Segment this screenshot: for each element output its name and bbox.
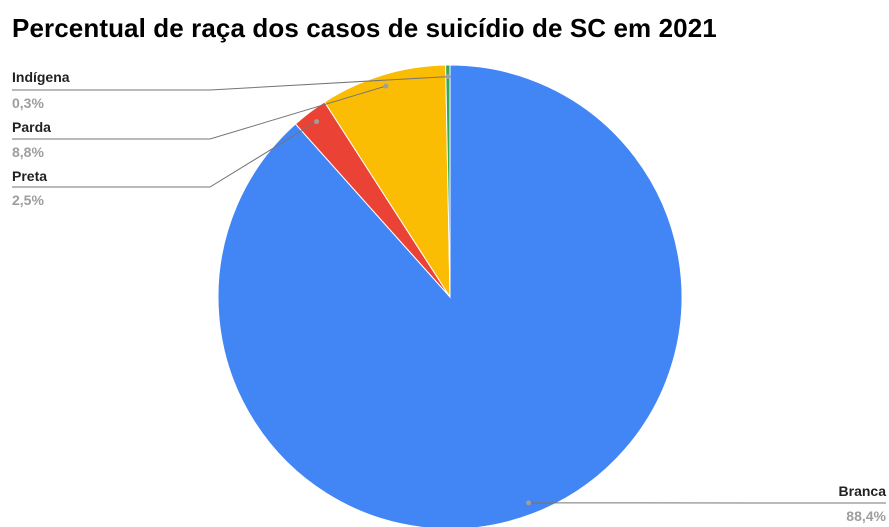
leader-dot-preta bbox=[314, 119, 320, 125]
leader-line-indigena bbox=[12, 76, 448, 91]
leader-dot-parda bbox=[383, 83, 389, 89]
slice-label-indigena: Indígena bbox=[12, 69, 70, 85]
leader-dot-branca bbox=[526, 500, 532, 506]
leader-line-parda bbox=[12, 85, 387, 140]
chart-title: Percentual de raça dos casos de suicídio… bbox=[12, 13, 717, 43]
slice-label-parda: Parda bbox=[12, 119, 51, 135]
pie-slices bbox=[217, 64, 683, 527]
slice-labels: Branca 88,4% Preta 2,5% Parda 8,8% Indígena 0,3… bbox=[12, 69, 887, 524]
slice-label-branca: Branca bbox=[839, 483, 887, 499]
leader-dot-indigena bbox=[445, 74, 451, 80]
slice-value-branca: 88,4% bbox=[846, 508, 886, 524]
slice-value-indigena: 0,3% bbox=[12, 95, 44, 111]
pie-slice-parda[interactable] bbox=[323, 64, 451, 299]
slice-value-parda: 8,8% bbox=[12, 144, 44, 160]
slice-value-preta: 2,5% bbox=[12, 192, 44, 208]
pie-slice-indigena[interactable] bbox=[445, 64, 451, 298]
slice-label-preta: Preta bbox=[12, 168, 47, 184]
leader-line-preta bbox=[12, 121, 317, 188]
